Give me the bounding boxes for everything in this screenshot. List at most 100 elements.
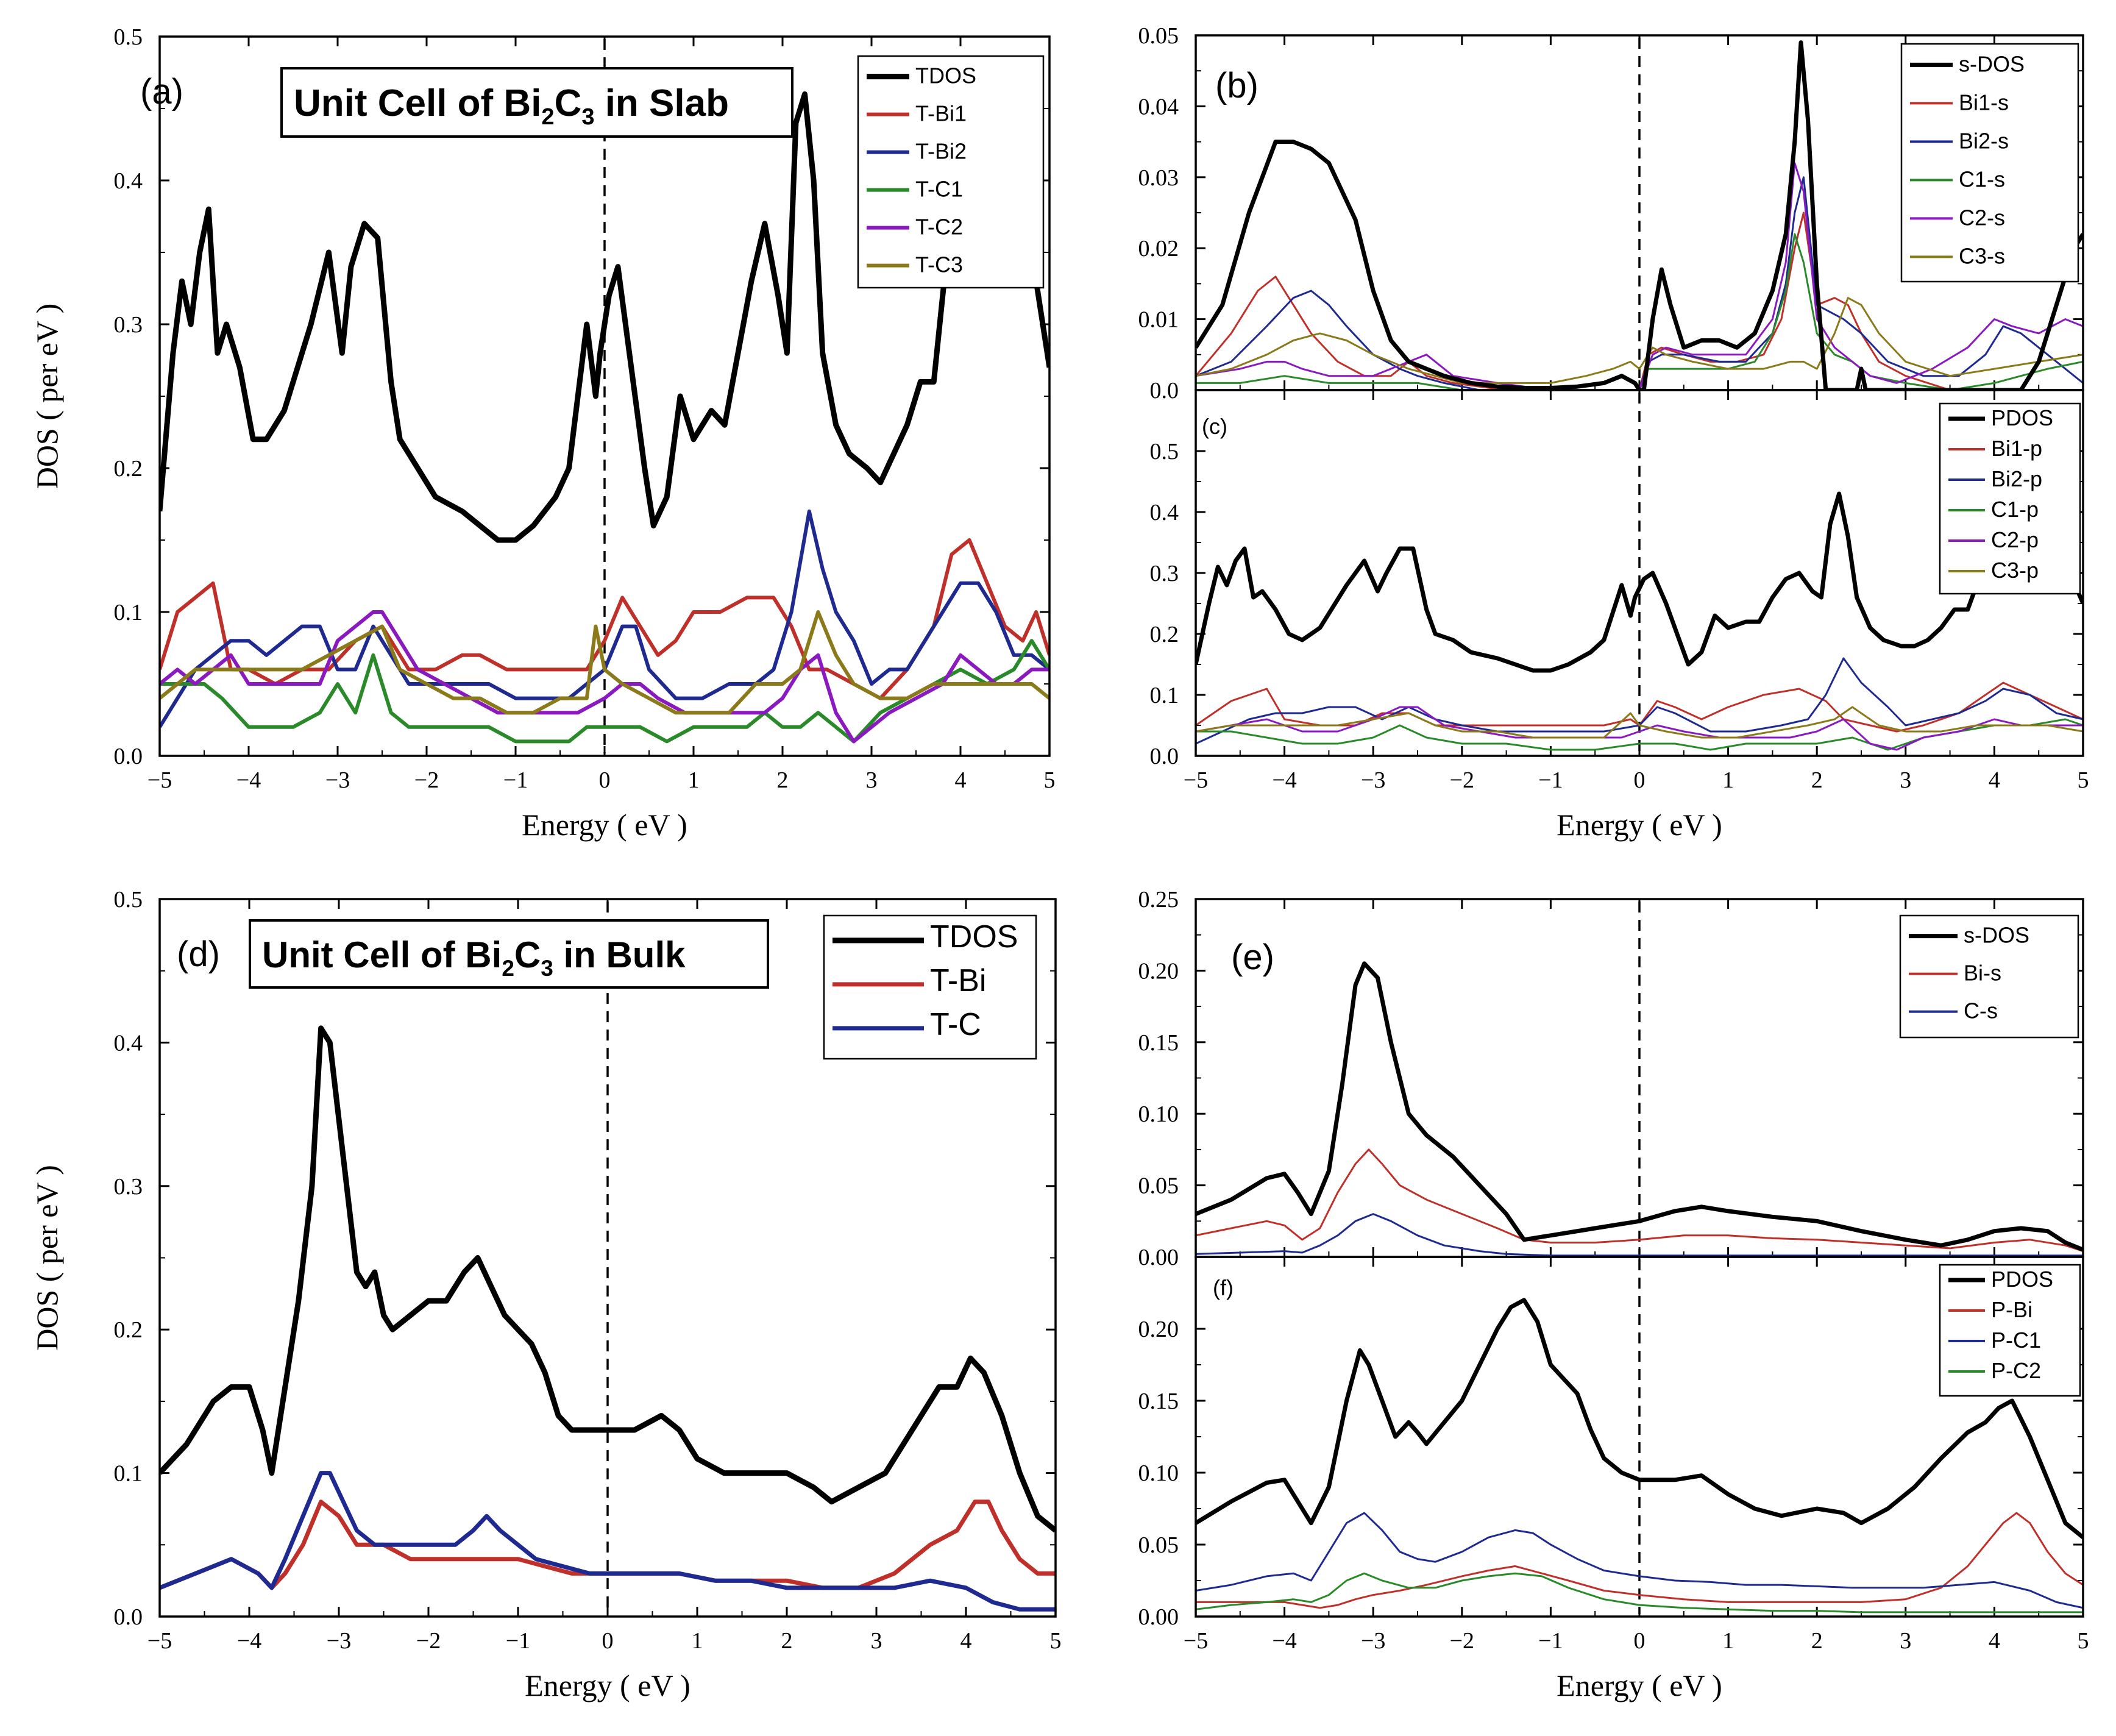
x-tick-label: −3 [1361, 767, 1385, 793]
legend-label: TDOS [915, 63, 976, 88]
y-tick-label: 0.2 [1150, 622, 1179, 647]
y-tick-label: 0.0 [114, 744, 143, 769]
legend-label: T-Bi [930, 963, 986, 998]
x-tick-label: −1 [503, 767, 528, 793]
legend-label: Bi2-p [1991, 466, 2042, 491]
legend-label: T-C3 [915, 252, 963, 277]
legend: PDOS P-Bi P-C1 P-C2 [1939, 1264, 2081, 1397]
y-tick-label: 0.5 [114, 24, 143, 50]
legend-label: T-Bi2 [915, 139, 967, 164]
legend: TDOS T-Bi T-C [823, 914, 1037, 1060]
x-tick-label: −3 [1361, 1628, 1385, 1654]
x-tick-label: 1 [1722, 1628, 1734, 1654]
legend-box [1939, 1264, 2081, 1397]
legend-label: PDOS [1991, 405, 2053, 430]
x-tick-label: −5 [1184, 767, 1208, 793]
series-line-t-c [160, 1471, 1056, 1612]
legend-label: T-C [930, 1007, 981, 1042]
y-tick-label: 0.10 [1138, 1101, 1179, 1127]
x-tick-label: 5 [2078, 767, 2089, 793]
y-tick-label: 0.2 [114, 456, 143, 482]
panel-title: Unit Cell of Bi2C3 in Slab [294, 82, 729, 130]
x-tick-label: −2 [1450, 1628, 1474, 1654]
plot-frame [1195, 1256, 2084, 1618]
title-segment: C [555, 82, 582, 124]
x-tick-label: 4 [960, 1628, 972, 1654]
y-tick-label: 0.1 [114, 1461, 143, 1487]
legend-label: s-DOS [1959, 51, 2025, 76]
x-tick-label: −5 [1184, 1628, 1208, 1654]
panel-label: (e) [1231, 937, 1274, 977]
x-tick-label: 1 [692, 1628, 703, 1654]
series-line-t-c3 [160, 610, 1049, 715]
x-tick-label: −2 [1450, 767, 1474, 793]
panel-e: 0.00 0.05 0.10 0.15 0.20 0.25 (e) s-DOS Bi-s C-s [1138, 887, 2084, 1270]
legend-label: C2-s [1959, 205, 2005, 230]
x-tick-label: 5 [2078, 1628, 2089, 1654]
legend-box [857, 55, 1045, 289]
x-tick-label: 1 [1722, 767, 1734, 793]
x-tick-label: −4 [237, 1628, 261, 1654]
y-tick-label: 0.20 [1138, 958, 1179, 984]
title-subscript: 2 [502, 956, 514, 981]
x-tick-label: 2 [777, 767, 789, 793]
title-box [249, 919, 769, 989]
x-tick-label: −1 [1538, 767, 1563, 793]
panel-label: (a) [140, 72, 183, 112]
series-line-s-dos [1196, 40, 2083, 390]
x-tick-label: −5 [147, 767, 172, 793]
legend-label: Bi1-s [1959, 90, 2009, 115]
x-tick-label: 5 [1050, 1628, 1062, 1654]
legend: TDOS T-Bi1 T-Bi2 T-C1 T-C2 T-C3 [857, 55, 1045, 289]
legend-label: C1-s [1959, 166, 2005, 191]
y-tick-label: 0.01 [1138, 307, 1179, 333]
legend-label: s-DOS [1964, 923, 2029, 948]
series-line-t-bi [160, 1499, 1056, 1590]
legend-label: T-C1 [915, 177, 963, 202]
legend-label: C-s [1964, 998, 1998, 1023]
x-tick-label: 0 [1634, 767, 1646, 793]
series-group [1196, 961, 2083, 1257]
y-tick-label: 0.3 [114, 312, 143, 338]
y-tick-label: 0.2 [114, 1317, 143, 1343]
y-tick-label: 0.3 [114, 1174, 143, 1200]
legend-label: Bi-s [1964, 961, 2001, 986]
series-line-tdos [160, 1025, 1056, 1533]
legend-label: T-C2 [915, 215, 963, 240]
title-subscript: 2 [541, 104, 554, 130]
panel-label: (c) [1202, 414, 1227, 439]
x-tick-label: −2 [414, 767, 439, 793]
panel-title: Unit Cell of Bi2C3 in Bulk [262, 934, 686, 981]
series-line-bi2-p [1196, 657, 2083, 745]
y-tick-label: 0.5 [1150, 439, 1179, 464]
x-tick-label: −5 [147, 1628, 172, 1654]
x-tick-label: 0 [1634, 1628, 1646, 1654]
x-tick-label: 5 [1044, 767, 1056, 793]
y-tick-label: 0.03 [1138, 165, 1179, 191]
legend-label: P-C2 [1991, 1358, 2041, 1383]
y-tick-label: 0.5 [114, 887, 143, 912]
legend-label: TDOS [930, 919, 1018, 955]
y-axis-label: DOS ( per eV ) [30, 1165, 64, 1351]
title-segment: in Bulk [553, 934, 686, 975]
x-tick-label: 1 [688, 767, 700, 793]
legend-label: P-Bi [1991, 1297, 2033, 1322]
panel-d: 0.0 0.1 0.2 0.3 0.4 0.5 −5 −4 −3 −2 −1 0 1 2 3 4 5 (d) Uni… [30, 887, 1062, 1702]
y-tick-label: 0.4 [114, 168, 143, 194]
y-tick-label: 0.02 [1138, 236, 1179, 261]
series-line-tdos [160, 91, 1049, 543]
panel-b: 0.0 0.01 0.02 0.03 0.04 0.05 (b) s-DOS Bi1-s Bi2-… [1138, 23, 2084, 404]
legend-label: C3-p [1991, 558, 2039, 583]
y-tick-label: 0.3 [1150, 561, 1179, 586]
panel-a: 0.0 0.1 0.2 0.3 0.4 0.5 −5 −4 −3 −2 −1 0 1 2 3 4 5 (a) Uni… [30, 24, 1056, 842]
panel-f: 0.00 0.05 0.10 0.15 0.20 −5 −4 −3 −2 −1 0 1 2 3 4 5 (f) P… [1138, 1256, 2089, 1702]
title-subscript: 3 [541, 956, 553, 981]
legend-label: T-Bi1 [915, 101, 967, 126]
title-subscript: 3 [581, 104, 594, 130]
y-tick-label: 0.10 [1138, 1460, 1179, 1486]
y-tick-label: 0.04 [1138, 94, 1179, 119]
legend: PDOS Bi1-p Bi2-p C1-p C2-p C3-p [1939, 402, 2081, 595]
series-line-c3-s [1196, 297, 2083, 384]
x-tick-label: 4 [955, 767, 967, 793]
y-tick-label: 0.4 [1150, 500, 1179, 525]
